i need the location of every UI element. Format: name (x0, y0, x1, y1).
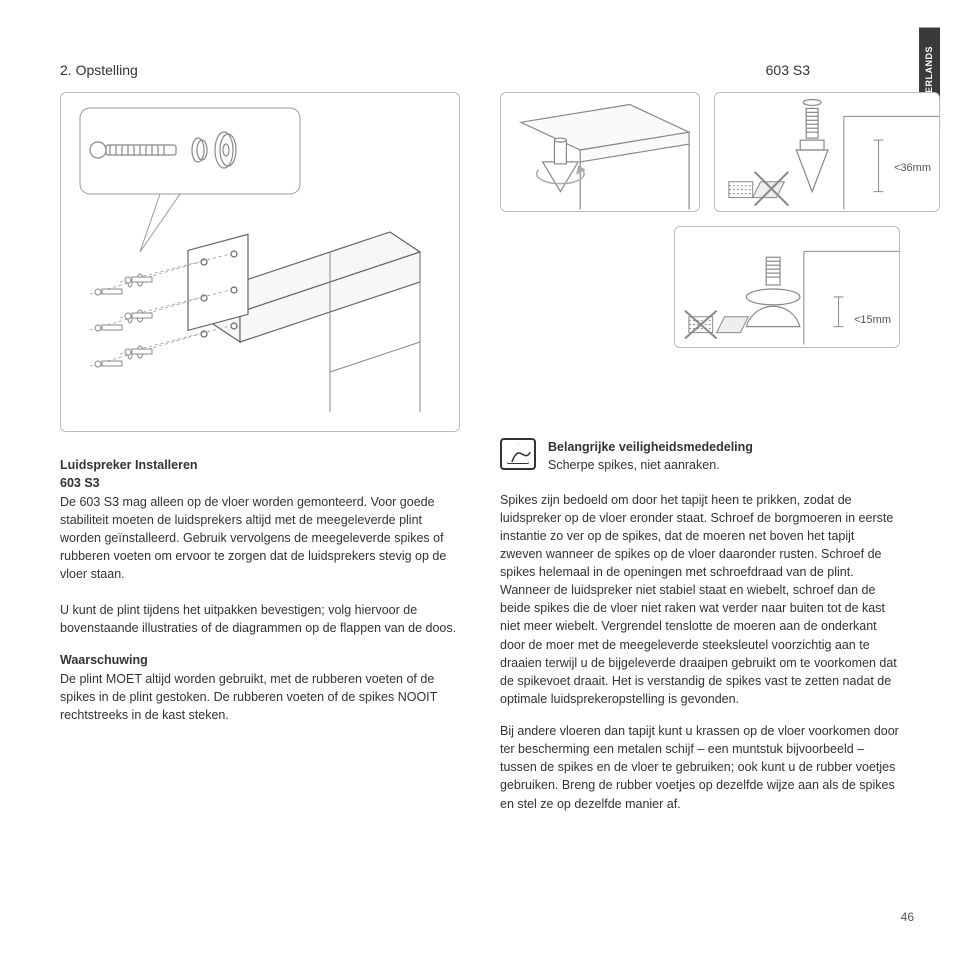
install-heading-1: Luidspreker Installeren (60, 458, 198, 472)
install-text-1: De 603 S3 mag alleen op de vloer worden … (60, 495, 446, 582)
safety-heading: Belangrijke veiligheidsmededeling (548, 440, 753, 454)
spike-foot-diagram: <36mm (714, 92, 940, 212)
rubber-dimension: <15mm (854, 313, 891, 329)
spikes-paragraph-1: Spikes zijn bedoeld om door het tapijt h… (500, 491, 900, 709)
left-column: Luidspreker Installeren 603 S3 De 603 S3… (60, 92, 460, 826)
warning-text: De plint MOET altijd worden gebruikt, me… (60, 672, 437, 722)
plinth-assembly-diagram (60, 92, 460, 432)
safety-text: Scherpe spikes, niet aanraken. (548, 458, 720, 472)
safety-notice: Belangrijke veiligheidsmededeling Scherp… (500, 438, 900, 474)
install-section: Luidspreker Installeren 603 S3 De 603 S3… (60, 456, 460, 583)
install-heading-2: 603 S3 (60, 476, 100, 490)
foot-attach-diagram (500, 92, 700, 212)
rubber-foot-diagram: <15mm (674, 226, 900, 348)
section-header: 2. Opstelling 603 S3 (60, 60, 904, 80)
section-title: 2. Opstelling (60, 62, 138, 78)
right-column: <36mm (500, 92, 900, 826)
warning-section: Waarschuwing De plint MOET altijd worden… (60, 651, 460, 724)
page-number: 46 (901, 909, 914, 926)
model-label: 603 S3 (766, 62, 810, 78)
warning-icon (500, 438, 536, 470)
warning-heading: Waarschuwing (60, 653, 148, 667)
spike-dimension: <36mm (894, 161, 931, 177)
spikes-paragraph-2: Bij andere vloeren dan tapijt kunt u kra… (500, 722, 900, 813)
install-text-2: U kunt de plint tijdens het uitpakken be… (60, 601, 460, 637)
